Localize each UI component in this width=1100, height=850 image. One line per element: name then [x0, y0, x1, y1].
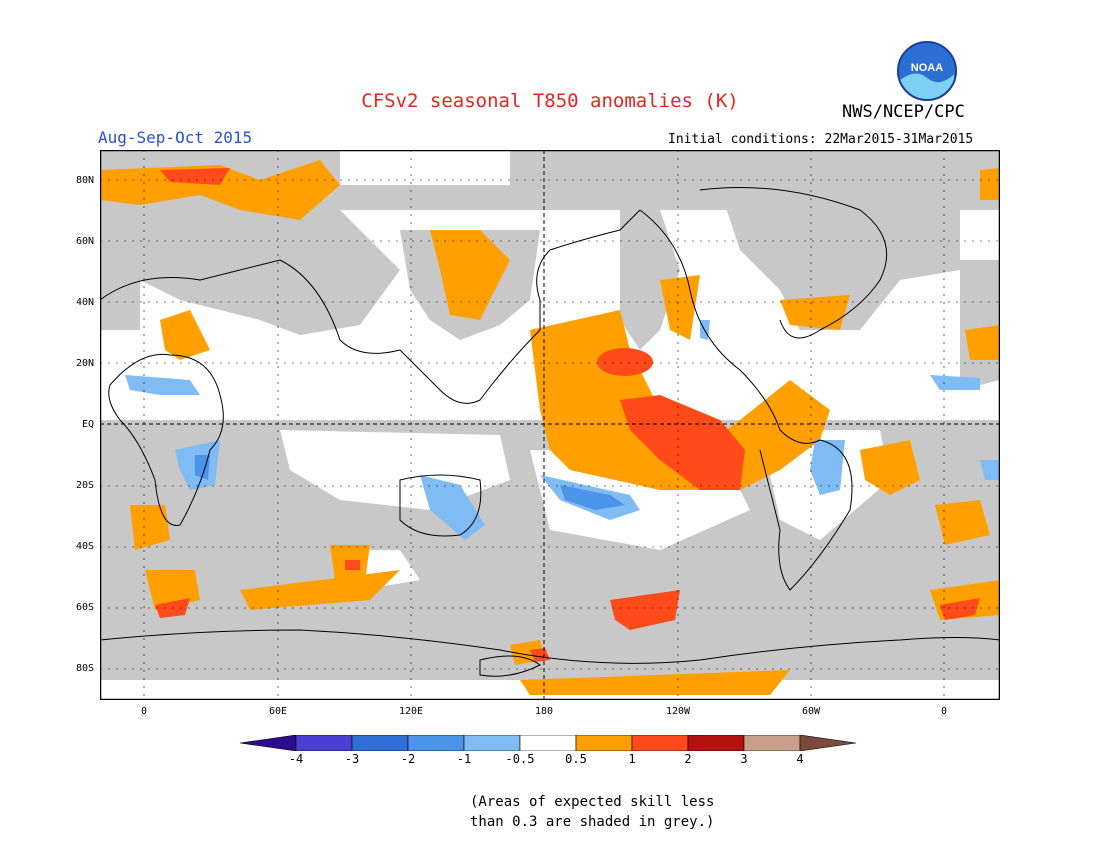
lat-label-80n: 80N [75, 175, 94, 186]
noaa-logo: NOAA [897, 41, 957, 101]
lat-label-40n: 40N [75, 297, 94, 308]
lat-label-60n: 60N [75, 236, 94, 247]
colorbar-cell [295, 735, 353, 751]
coastlines [99, 187, 1001, 677]
colorbar-cell [575, 735, 633, 751]
skill-note: (Areas of expected skill less than 0.3 a… [470, 792, 714, 832]
low-skill-grey-regions [100, 150, 1000, 700]
lat-label-60s: 60S [75, 602, 94, 613]
lat-label-80s: 80S [75, 663, 94, 674]
initial-conditions-label: Initial conditions: 22Mar2015-31Mar2015 [668, 132, 974, 147]
lon-label-120w: 120W [665, 706, 691, 717]
grid-lines [100, 150, 1000, 700]
skill-note-line2: than 0.3 are shaded in grey.) [470, 814, 715, 830]
moderate-negative-anomaly-blue [195, 455, 625, 510]
season-label: Aug-Sep-Oct 2015 [98, 128, 253, 147]
colorbar-cell [240, 735, 297, 751]
map-frame [99, 149, 1001, 701]
lon-label-180: 180 [534, 706, 554, 717]
lon-label-120e: 120E [398, 706, 424, 717]
colorbar-label: -0.5 [505, 752, 535, 766]
lat-label-20n: 20N [75, 358, 94, 369]
lat-label-20s: 20S [75, 480, 94, 491]
colorbar-label: 3 [740, 752, 748, 766]
colorbar-label: -3 [344, 752, 360, 766]
colorbar-cell [519, 735, 577, 751]
colorbar-cell [743, 735, 801, 751]
map-title: CFSv2 seasonal T850 anomalies (K) [361, 90, 739, 112]
strong-positive-anomaly-red [155, 168, 980, 662]
colorbar-label: 1 [628, 752, 636, 766]
colorbar-cell [351, 735, 409, 751]
colorbar-cell [407, 735, 465, 751]
lon-label-60e: 60E [268, 706, 288, 717]
colorbar-label: -2 [400, 752, 416, 766]
colorbar [240, 735, 857, 751]
colorbar-cell [463, 735, 521, 751]
colorbar-cell [799, 735, 857, 751]
colorbar-label: 2 [684, 752, 692, 766]
equator-dateline [100, 150, 1000, 700]
lon-label-60w: 60W [801, 706, 821, 717]
colorbar-label: 0.5 [565, 752, 587, 766]
lon-label-0: 0 [140, 706, 148, 717]
colorbar-cell [687, 735, 745, 751]
skill-note-line1: (Areas of expected skill less [470, 794, 715, 810]
colorbar-cell [631, 735, 689, 751]
lat-label-40s: 40S [75, 541, 94, 552]
lat-label-eq: EQ [81, 419, 94, 430]
noaa-logo-text: NOAA [911, 62, 943, 74]
agency-label: NWS/NCEP/CPC [842, 102, 965, 122]
colorbar-label: -1 [456, 752, 472, 766]
colorbar-label: 4 [796, 752, 804, 766]
anomaly-map [99, 149, 1001, 704]
colorbar-label: -4 [288, 752, 304, 766]
lon-label-0-right: 0 [940, 706, 948, 717]
